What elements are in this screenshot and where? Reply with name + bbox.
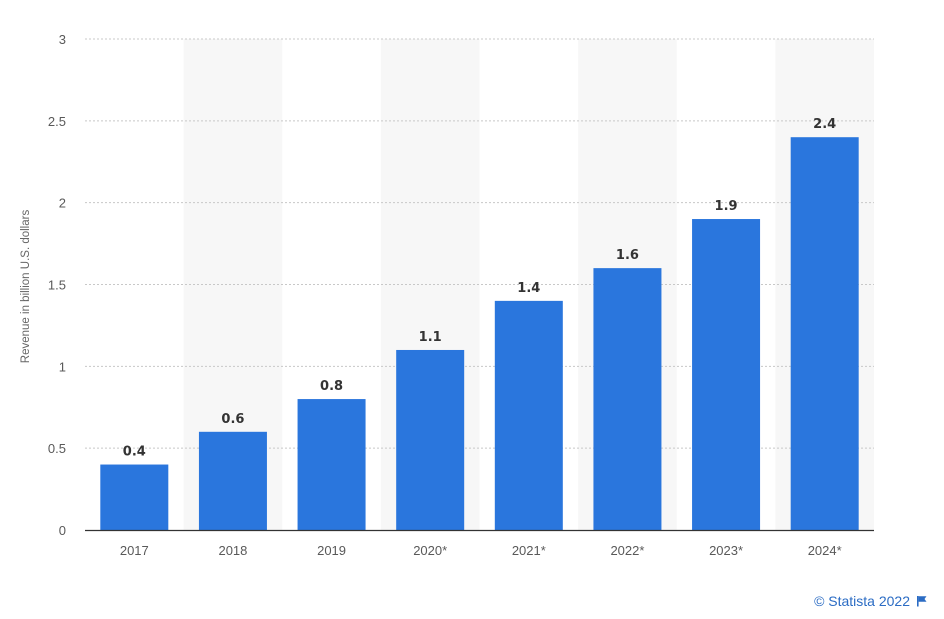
x-tick-label: 2021* — [512, 543, 546, 558]
credit-text[interactable]: © Statista 2022 — [814, 593, 910, 609]
x-tick-label: 2020* — [413, 543, 447, 558]
bar-2018[interactable] — [198, 431, 267, 530]
data-labels: 0.4 0.6 0.8 1.1 1.4 1.6 1.9 2.4 — [123, 117, 836, 459]
x-tick-label: 2023* — [709, 543, 743, 558]
bar-2024[interactable] — [790, 137, 859, 530]
flag-icon[interactable] — [916, 595, 928, 607]
x-axis-ticks: 2017 2018 2019 2020* 2021* 2022* 2023* 2024* — [120, 543, 842, 558]
data-label: 1.4 — [517, 281, 540, 296]
x-tick-label: 2017 — [120, 543, 149, 558]
statista-credit[interactable]: © Statista 2022 — [814, 593, 928, 609]
y-tick-label: 3 — [59, 32, 66, 47]
y-tick-label: 2 — [59, 196, 66, 211]
data-label: 1.1 — [419, 330, 442, 345]
y-axis-ticks: 0 0.5 1 1.5 2 2.5 3 — [48, 32, 66, 538]
bar-2022[interactable] — [593, 268, 662, 530]
data-label: 1.9 — [715, 199, 738, 214]
x-tick-label: 2022* — [610, 543, 644, 558]
y-tick-label: 1 — [59, 359, 66, 374]
bar-2019[interactable] — [297, 399, 366, 530]
data-label: 0.4 — [123, 445, 146, 460]
x-tick-label: 2018 — [218, 543, 247, 558]
y-tick-label: 0 — [59, 523, 66, 538]
x-tick-label: 2024* — [808, 543, 842, 558]
bar-2020[interactable] — [396, 349, 465, 530]
data-label: 0.8 — [320, 379, 343, 394]
x-tick-label: 2019 — [317, 543, 346, 558]
y-tick-label: 2.5 — [48, 114, 66, 129]
bar-2021[interactable] — [494, 300, 563, 530]
y-tick-label: 0.5 — [48, 441, 66, 456]
y-axis-title: Revenue in billion U.S. dollars — [20, 210, 32, 364]
y-tick-label: 1.5 — [48, 278, 66, 293]
bar-2017[interactable] — [100, 464, 169, 530]
bars — [100, 137, 859, 531]
data-label: 0.6 — [221, 412, 244, 427]
data-label: 1.6 — [616, 248, 639, 263]
data-label: 2.4 — [813, 117, 836, 132]
bar-2023[interactable] — [692, 219, 761, 531]
